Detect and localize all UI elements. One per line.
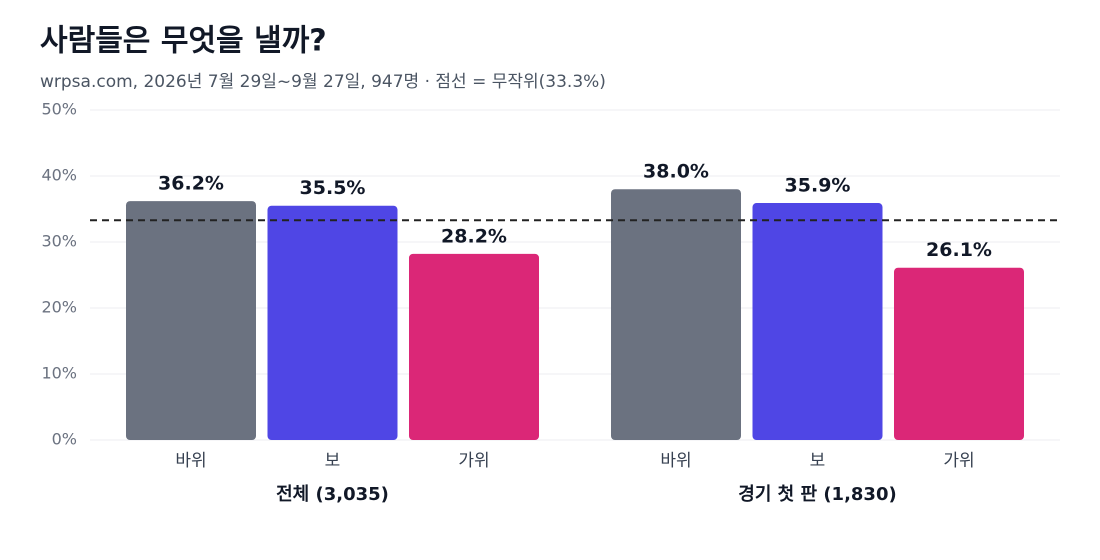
y-tick-label: 10%	[41, 364, 77, 383]
x-tick-label: 가위	[458, 451, 489, 471]
y-tick-label: 30%	[41, 232, 77, 251]
bar	[894, 267, 1024, 440]
bar	[752, 203, 883, 440]
bar	[267, 205, 398, 440]
value-label: 35.5%	[300, 177, 366, 199]
value-label: 38.0%	[643, 161, 709, 183]
x-tick-label: 보	[325, 451, 341, 471]
value-label: 28.2%	[441, 225, 507, 247]
x-tick-label: 보	[810, 451, 826, 471]
x-tick-label: 바위	[660, 451, 691, 471]
x-tick-label: 바위	[175, 451, 206, 471]
value-label: 35.9%	[785, 175, 851, 197]
chart-subtitle: wrpsa.com, 2026년 7월 29일~9월 27일, 947명 · 점…	[40, 72, 606, 92]
y-tick-label: 50%	[41, 100, 77, 119]
value-label: 36.2%	[158, 173, 224, 195]
y-tick-label: 0%	[52, 430, 77, 449]
group-label: 경기 첫 판 (1,830)	[738, 484, 896, 505]
bar	[126, 201, 256, 440]
y-tick-label: 40%	[41, 166, 77, 185]
value-label: 26.1%	[926, 239, 992, 261]
bar	[611, 189, 741, 440]
bar	[409, 253, 539, 440]
group-label: 전체 (3,035)	[276, 484, 389, 505]
chart-title: 사람들은 무엇을 낼까?	[40, 24, 327, 59]
x-tick-label: 가위	[943, 451, 974, 471]
y-tick-label: 20%	[41, 298, 77, 317]
